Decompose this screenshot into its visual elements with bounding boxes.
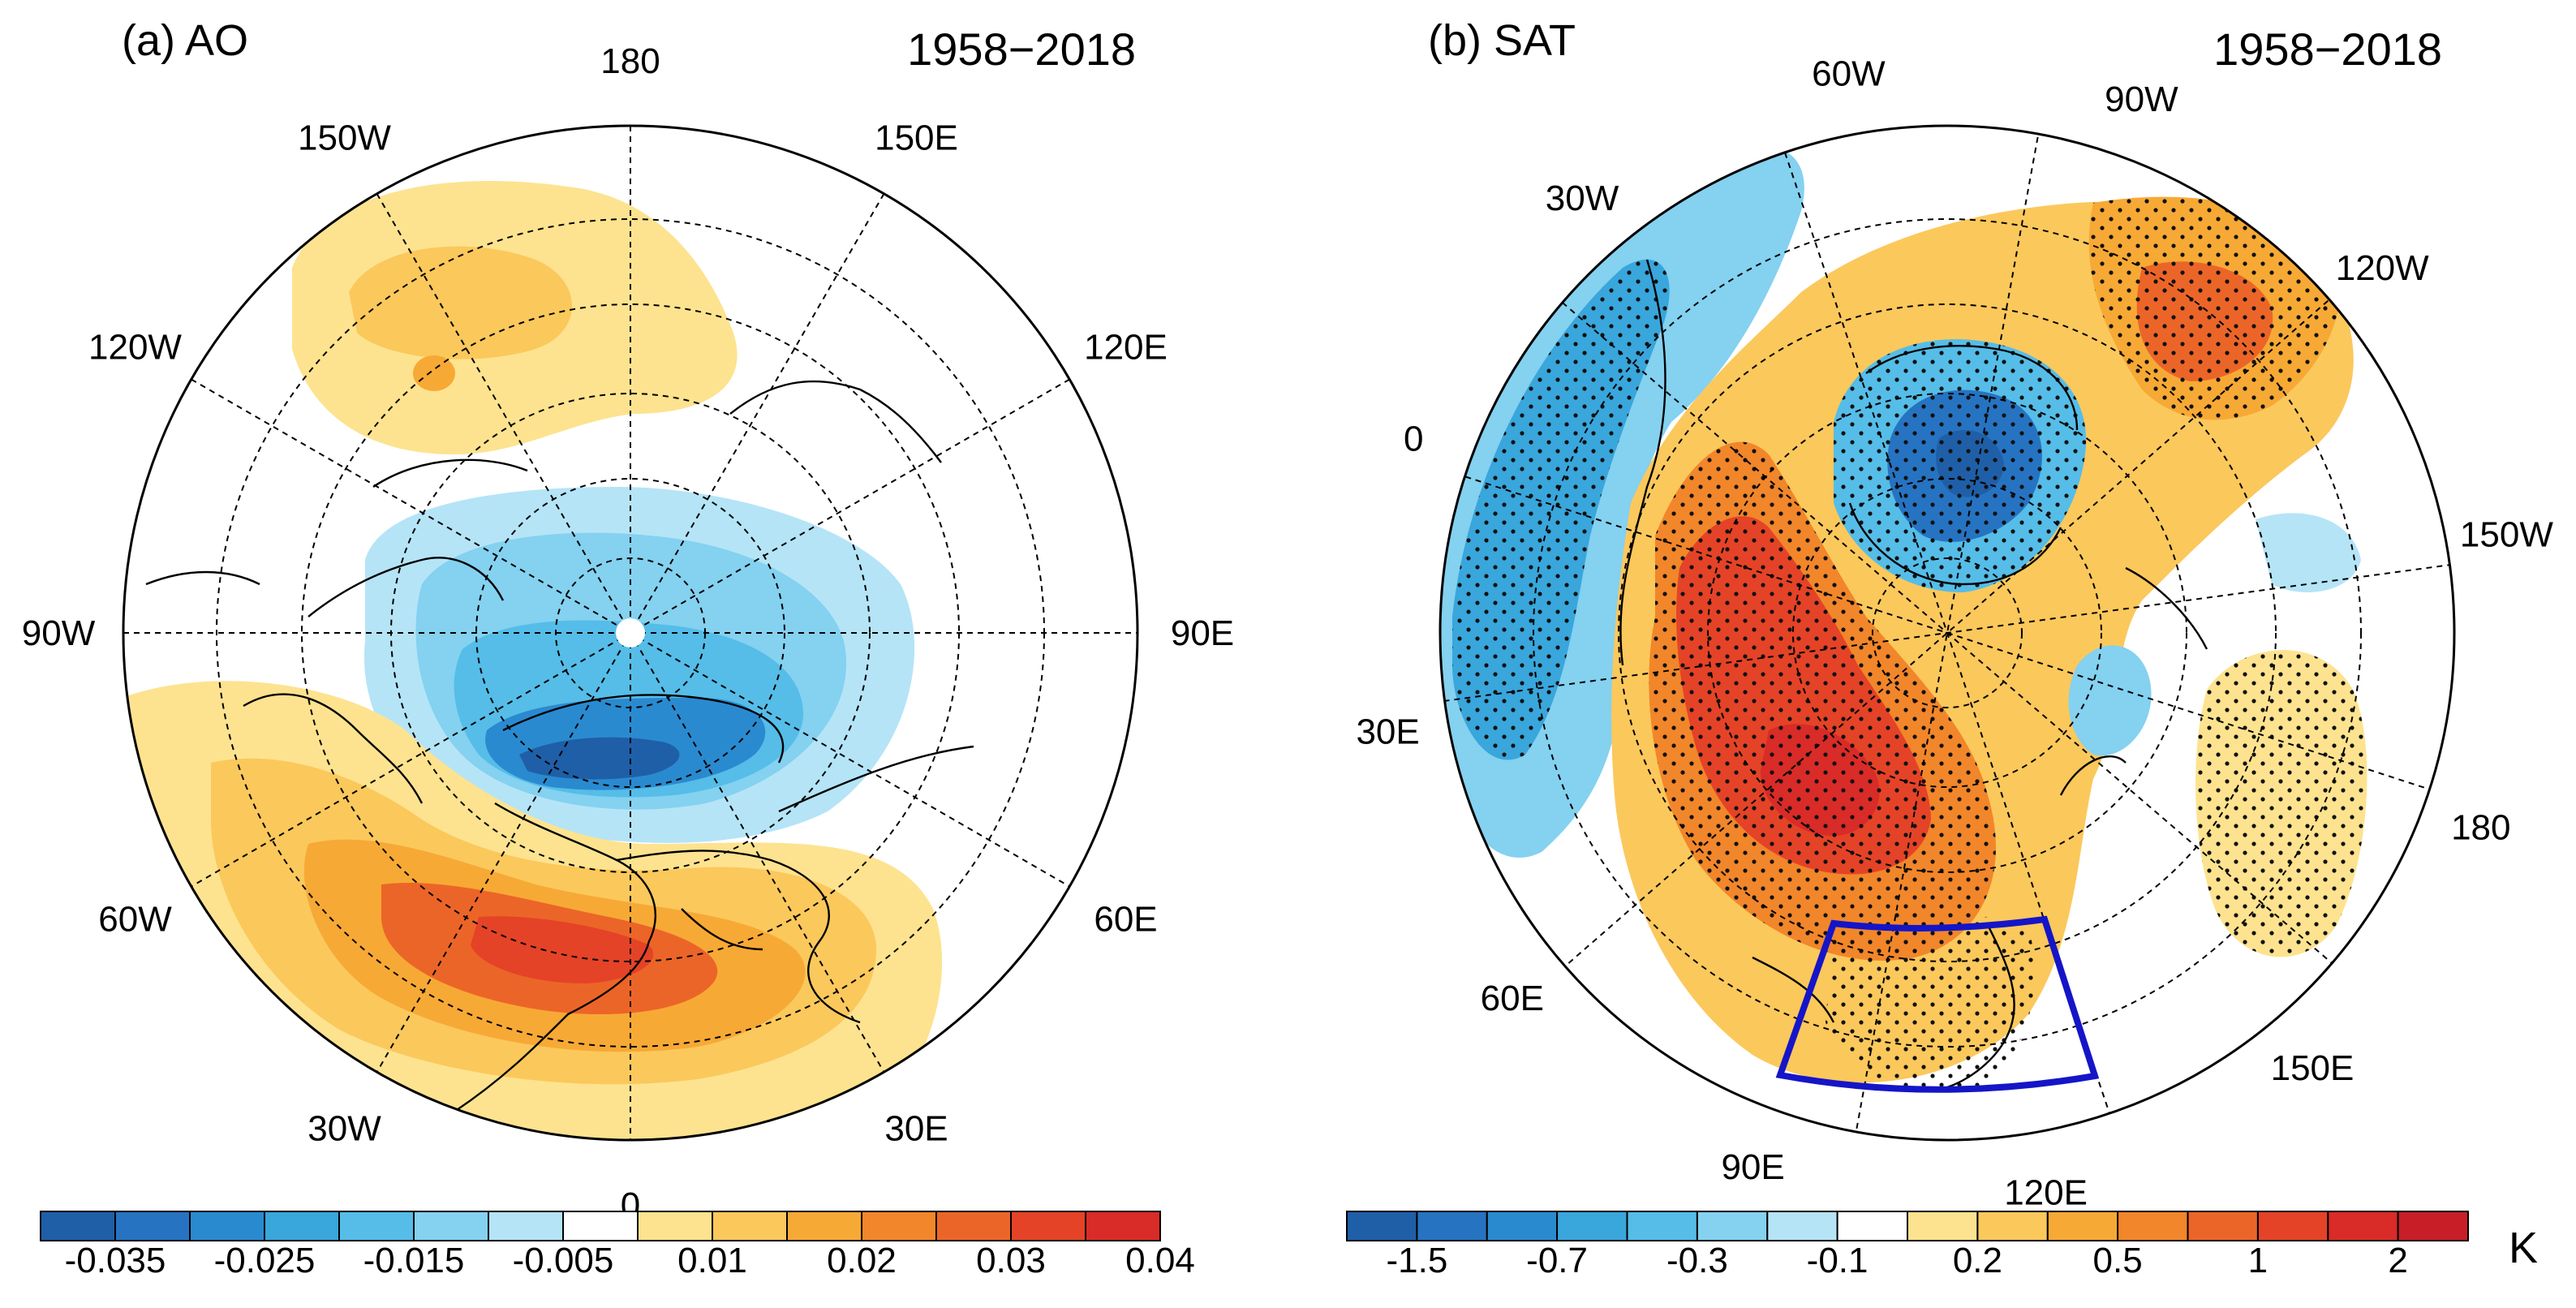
lon-label: 60W [1812,54,1886,94]
colorbar-tick-label: 0.02 [827,1241,897,1280]
continent-outlines [145,380,974,1112]
colorbar-swatch [1907,1211,1979,1241]
significance-stippling [1452,196,2367,1093]
lon-label: 180 [600,41,660,81]
pacific-positive-max [413,355,455,391]
panel-a-period: 1958−2018 [907,24,1136,75]
colorbar-swatch [1416,1211,1488,1241]
colorbar-b-unit: K [2509,1224,2538,1272]
cold-anomaly-pacific-east [2256,513,2361,592]
colorbar-swatch [1696,1211,1769,1241]
colorbar-swatch [637,1211,713,1241]
lon-label: 30W [307,1109,381,1149]
colorbar-swatch [2187,1211,2259,1241]
colorbar-swatch [40,1211,116,1241]
map-border-a [122,124,1139,1142]
colorbar-swatch [1486,1211,1559,1241]
lon-label: 30W [1546,179,1619,218]
colorbar-swatch [189,1211,265,1241]
colorbar-tick-label: 0.03 [976,1241,1046,1280]
colorbar-swatch [1836,1211,1909,1241]
lon-label: 180 [2451,807,2510,847]
lon-label: 90E [1171,613,1234,653]
colorbar-tick-label: -1.5 [1386,1241,1447,1280]
panel-b-period: 1958−2018 [2213,24,2442,75]
arctic-negative-max [519,737,680,780]
lon-label: 60W [98,900,172,940]
colorbar-swatch [1010,1211,1086,1241]
lon-label: 150E [875,118,958,158]
colorbar-tick-label: -0.7 [1526,1241,1588,1280]
colorbar-tick-label: 0.2 [1953,1241,2002,1280]
lon-label: 90W [22,613,96,653]
lon-label: 60E [1481,979,1544,1018]
lon-label: 30E [884,1109,948,1149]
north-pole-a [616,618,645,648]
map-border-b [1439,124,2456,1142]
continent-outlines-b [1619,259,2208,1089]
colorbar-swatch [114,1211,191,1241]
colorbar-swatch [2256,1211,2329,1241]
colorbar-swatch [2046,1211,2119,1241]
colorbar-swatch [712,1211,788,1241]
panel-b-map [1440,126,2454,1140]
lon-label: 90W [2105,80,2178,119]
panel-a-map [123,126,1137,1140]
pacific-positive-core [349,246,572,359]
panel-b-title: (b) SAT [1428,16,1576,65]
panel-b: (b) SAT 1958−2018 [1356,16,2553,1212]
colorbar-tick-label: 2 [2388,1241,2407,1280]
colorbar-swatch [2327,1211,2399,1241]
lon-label: 120E [1084,328,1168,368]
colorbar-tick-label: 1 [2248,1241,2268,1280]
panel-a: (a) AO 1958−2018 [22,16,1234,1225]
lon-labels-b: 60W 90W 120W 150W 180 150E 120E 90E 60E 30E 0 30W [1356,54,2553,1213]
colorbar-swatch [488,1211,564,1241]
colorbar-tick-label: 0.5 [2093,1241,2143,1280]
colorbar-swatch [1085,1211,1161,1241]
colorbar-tick-label: -0.005 [513,1241,614,1280]
colorbar-swatch [338,1211,415,1241]
lon-label: 120W [2336,248,2429,288]
colorbar-swatch [562,1211,639,1241]
lon-label: 150W [2460,514,2553,554]
panel-a-title: (a) AO [122,16,248,65]
colorbar-swatch [1976,1211,2049,1241]
colorbar-tick-label: -0.3 [1666,1241,1728,1280]
colorbar-swatch [861,1211,937,1241]
lon-label: 30E [1356,712,1419,752]
lon-label: 0 [1404,420,1423,459]
colorbar-swatch [264,1211,340,1241]
lon-label: 120E [2004,1172,2088,1212]
lon-label: 150E [2271,1048,2355,1088]
cold-anomaly-pacific [2068,645,2152,756]
colorbar-swatch [1766,1211,1838,1241]
colorbar-tick-label: -0.025 [214,1241,316,1280]
colorbar-swatch [1346,1211,1418,1241]
lon-label: 150W [298,118,391,158]
colorbar-swatch [1626,1211,1698,1241]
colorbar-a: -0.035 -0.025 -0.015 -0.005 0.01 0.02 0.03 0.04 [40,1211,1195,1280]
colorbar-tick-label: 0.01 [677,1241,747,1280]
colorbar-swatch [935,1211,1012,1241]
colorbar-tick-label: -0.035 [65,1241,166,1280]
colorbar-swatch [1556,1211,1628,1241]
colorbar-swatch [2397,1211,2470,1241]
lon-label: 90E [1721,1147,1784,1187]
colorbar-swatch [786,1211,862,1241]
lon-label: 120W [88,328,182,368]
atlantic-positive-max [471,916,654,983]
colorbar-tick-label: -0.1 [1807,1241,1869,1280]
colorbar-swatch [2117,1211,2189,1241]
colorbar-tick-label: 0.04 [1125,1241,1195,1280]
lon-label: 60E [1094,900,1157,940]
colorbar-b: -1.5 -0.7 -0.3 -0.1 0.2 0.5 1 2 [1346,1211,2470,1280]
graticule-b [1443,136,2451,1129]
highlight-region-box [1775,915,2100,1093]
colorbar-swatch [413,1211,489,1241]
colorbar-tick-label: -0.015 [363,1241,465,1280]
